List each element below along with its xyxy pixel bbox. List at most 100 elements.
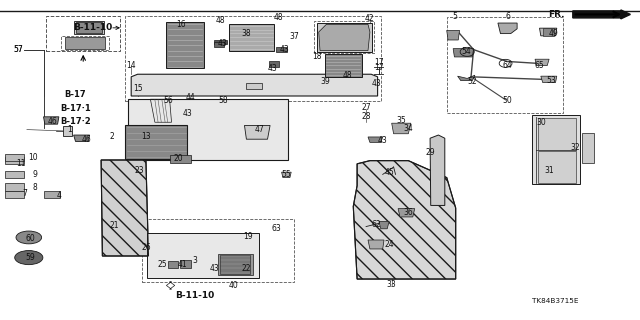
Text: 35: 35 [396,116,406,125]
Text: 10: 10 [28,153,38,162]
Text: 23: 23 [134,166,145,175]
Polygon shape [168,261,178,268]
Polygon shape [368,137,383,142]
Polygon shape [325,54,362,77]
Polygon shape [541,76,557,83]
Bar [5,157,24,164]
Text: 9: 9 [33,170,38,179]
Text: 62: 62 [371,220,381,229]
Polygon shape [125,125,187,159]
Text: FR.: FR. [548,10,564,19]
Bar [220,255,250,274]
Text: 13: 13 [141,132,151,141]
Text: 24: 24 [384,240,394,249]
Text: 56: 56 [163,96,173,105]
Bar [538,151,576,183]
Polygon shape [282,172,291,178]
Text: 34: 34 [403,124,413,133]
Bar [74,21,104,34]
Polygon shape [392,123,411,134]
Polygon shape [74,135,90,141]
Polygon shape [319,24,370,51]
Text: B-17·2: B-17·2 [60,117,91,126]
Text: 43: 43 [280,45,290,54]
Polygon shape [540,28,557,36]
Text: B-11-10: B-11-10 [73,23,113,32]
Bar [63,126,72,136]
Polygon shape [353,161,456,279]
Text: 33: 33 [387,280,397,289]
Text: 44: 44 [186,93,196,102]
Text: 42: 42 [365,14,375,23]
Bar [5,171,24,178]
Bar [76,22,102,33]
Polygon shape [368,240,384,249]
Text: 46: 46 [47,117,58,126]
Text: 14: 14 [126,61,136,70]
FancyArrow shape [573,10,630,19]
Polygon shape [317,23,372,52]
Text: 19: 19 [243,232,253,241]
Text: 40: 40 [228,281,239,290]
Text: 11: 11 [16,159,25,168]
Text: 36: 36 [403,208,413,217]
Text: 1: 1 [67,125,72,134]
Text: 60: 60 [26,234,36,243]
Text: 52: 52 [467,77,477,86]
Text: 21: 21 [109,221,118,230]
Text: 63: 63 [271,224,282,233]
Bar [61,36,109,50]
Bar [5,183,24,191]
Polygon shape [498,23,517,34]
Polygon shape [269,61,279,67]
Circle shape [16,231,42,244]
Text: 48: 48 [342,71,353,80]
Text: 45: 45 [384,168,394,177]
Text: 39: 39 [320,77,330,86]
Bar [447,17,563,113]
Text: 2: 2 [109,132,115,140]
Text: 57: 57 [13,45,23,54]
Text: 58: 58 [218,96,228,105]
Bar [314,21,374,53]
Text: 50: 50 [502,96,513,105]
Text: 18: 18 [312,52,321,61]
Text: 43: 43 [218,39,228,48]
Text: 43: 43 [182,109,193,118]
Polygon shape [166,282,175,289]
Text: 41: 41 [177,260,188,269]
Text: 26: 26 [141,244,151,252]
Polygon shape [453,49,474,57]
Text: 57: 57 [13,45,23,54]
Polygon shape [447,30,460,40]
Bar [142,219,294,282]
Text: 43: 43 [371,79,381,88]
Text: 55: 55 [282,170,292,179]
Polygon shape [458,75,475,81]
Polygon shape [170,155,191,163]
Text: 37: 37 [289,32,300,41]
Bar [538,118,576,150]
Text: B-17: B-17 [65,90,86,99]
Text: 3: 3 [193,256,198,265]
Text: 48: 48 [216,16,226,25]
Text: TK84B3715E: TK84B3715E [532,299,579,304]
Polygon shape [535,59,549,66]
Text: 28: 28 [362,112,371,121]
Bar [218,254,253,275]
Polygon shape [214,42,224,47]
Bar [532,115,580,184]
Text: 8: 8 [33,183,38,192]
Text: 54: 54 [461,47,471,56]
Text: 20: 20 [173,154,183,163]
Polygon shape [276,47,287,52]
Bar [44,191,60,198]
Text: 65: 65 [534,61,545,70]
Polygon shape [244,125,270,139]
Polygon shape [166,22,204,68]
Bar [246,83,262,89]
Text: 49: 49 [548,29,559,38]
Polygon shape [44,117,59,124]
Text: 47: 47 [254,125,264,134]
Text: 27: 27 [361,103,371,112]
